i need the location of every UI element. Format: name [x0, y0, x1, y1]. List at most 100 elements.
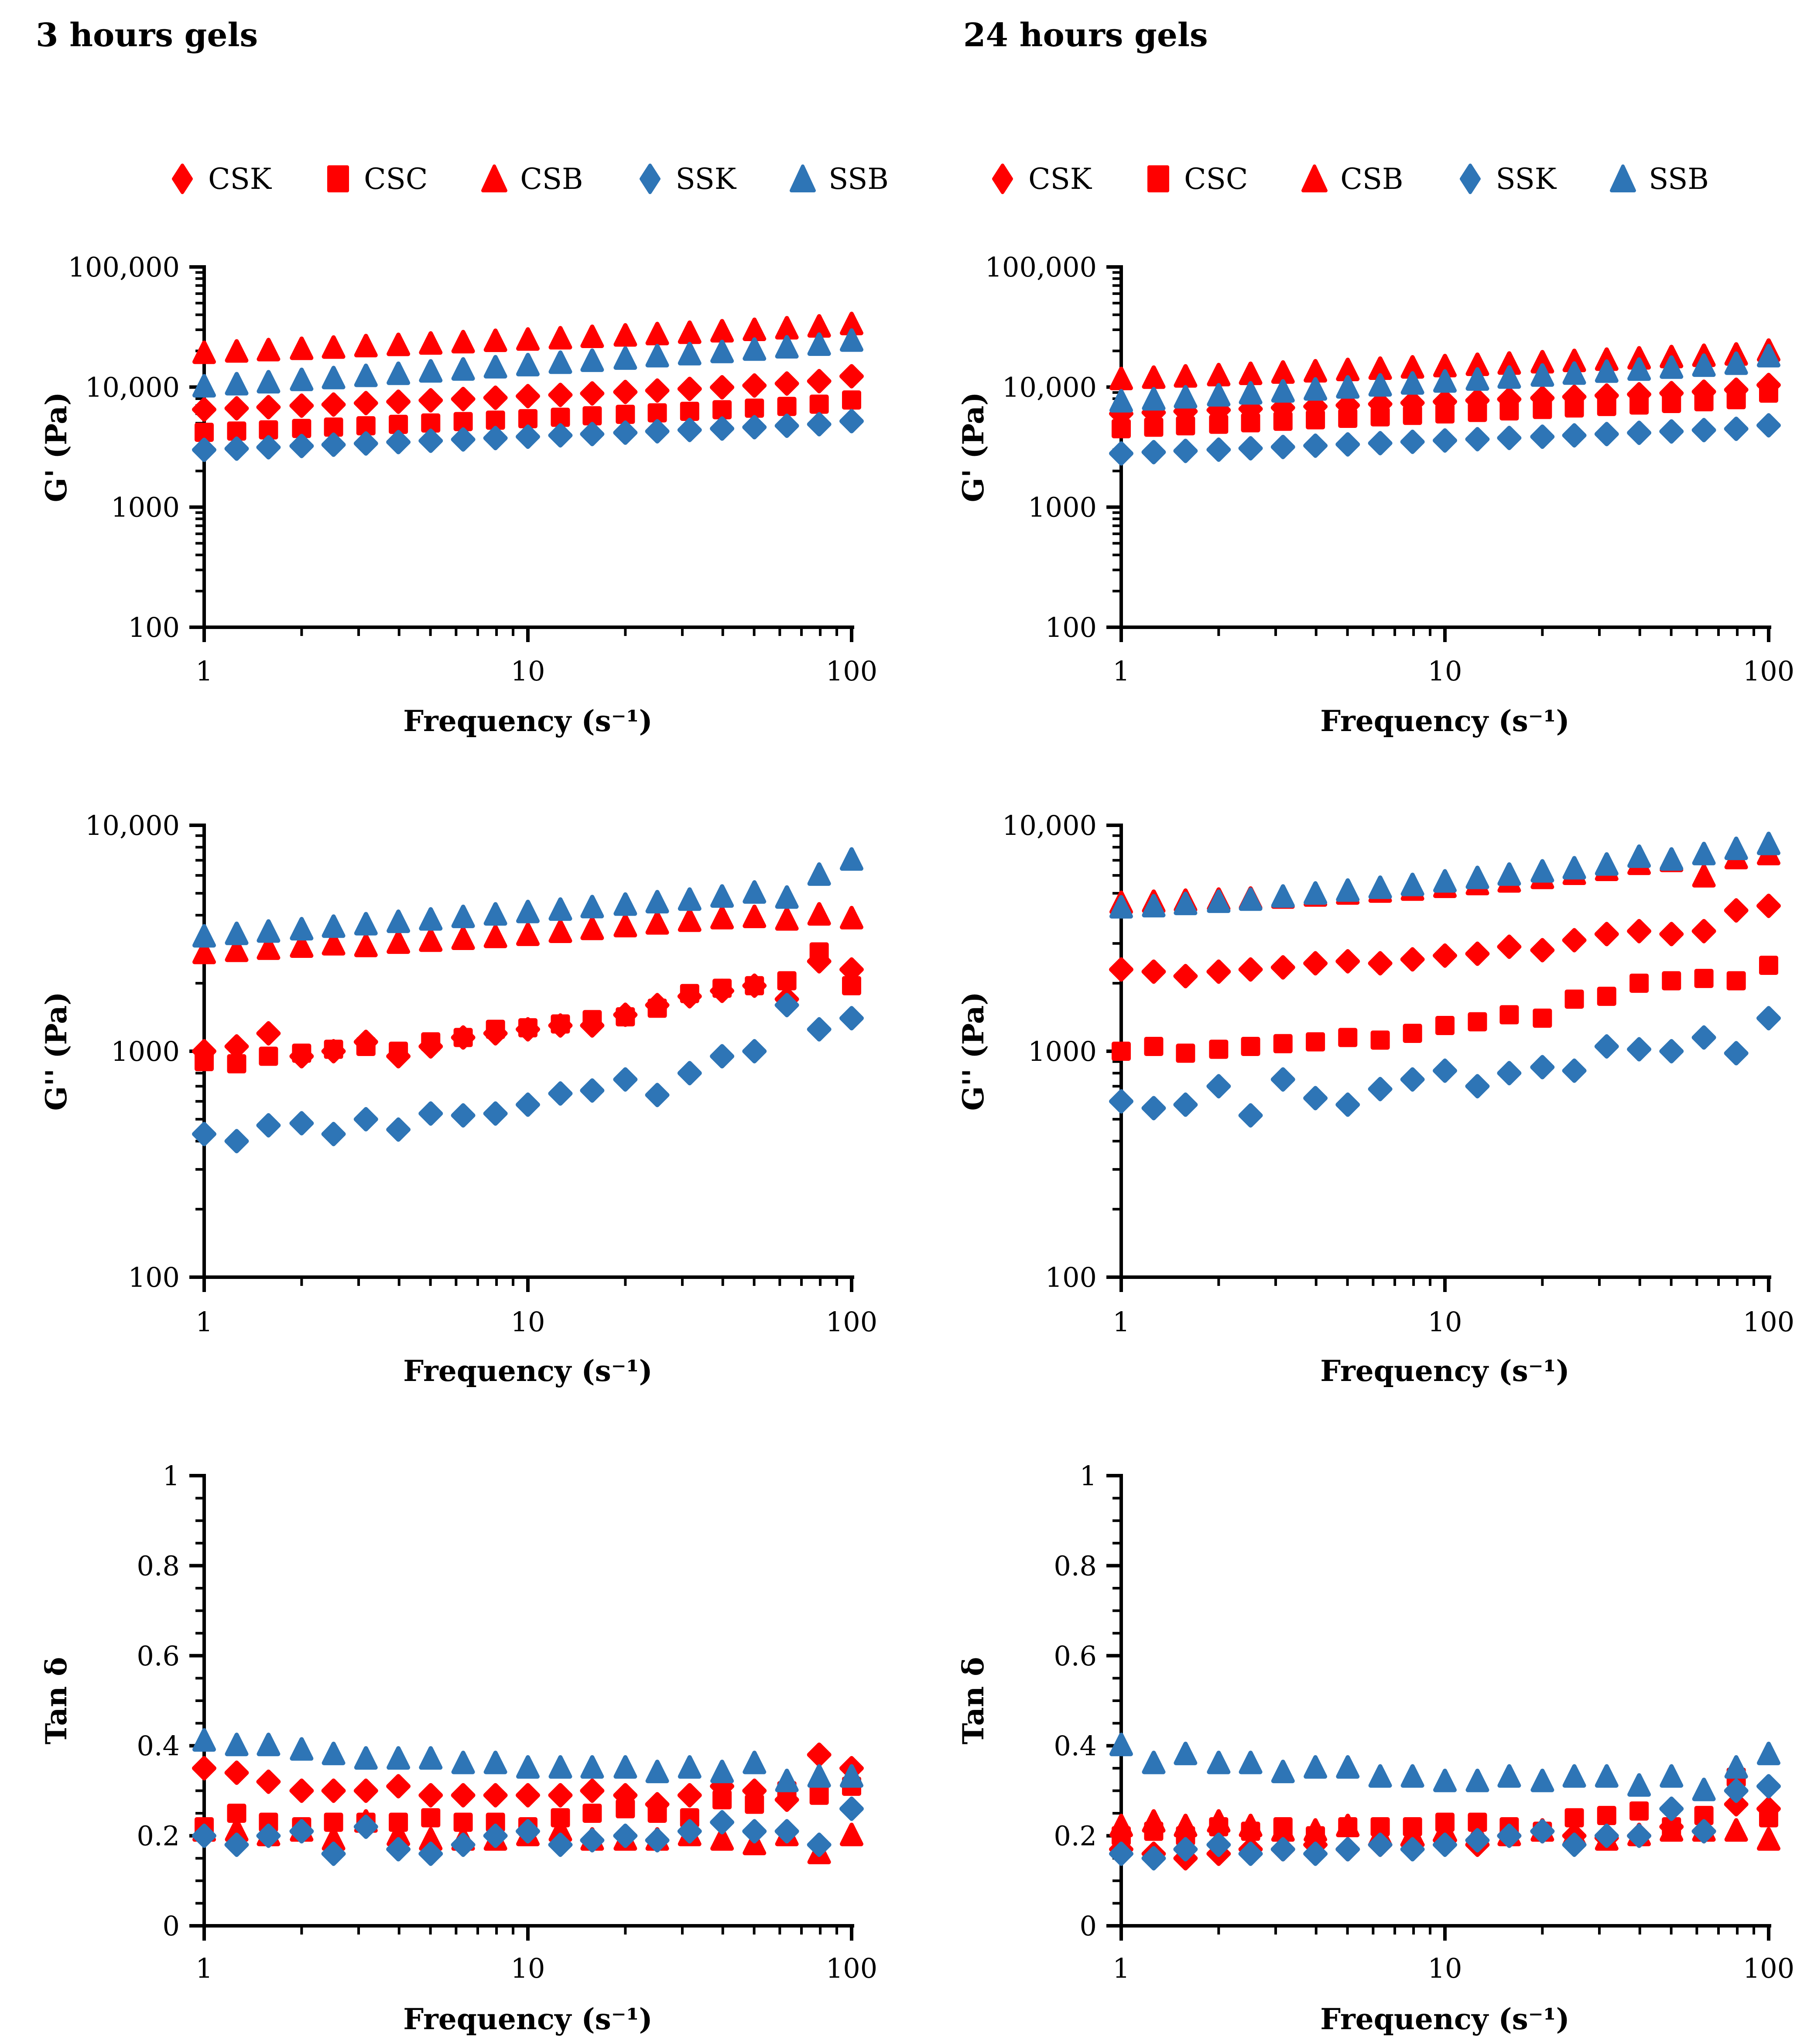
data-point [1304, 1818, 1328, 1842]
data-point [419, 1746, 443, 1770]
data-point [224, 1832, 249, 1857]
x-axis-title: Frequency (s⁻¹) [1320, 1354, 1569, 1388]
y-axis-title: G'' (Pa) [39, 992, 73, 1111]
data-point [518, 1018, 537, 1038]
csb-marker-icon [1301, 164, 1328, 192]
data-point [1174, 364, 1198, 388]
x-tick-label: 100 [826, 655, 877, 687]
data-point [842, 976, 861, 995]
data-point [1691, 418, 1716, 443]
data-point [1724, 1041, 1749, 1066]
data-point [677, 376, 702, 401]
data-point [387, 930, 411, 954]
csk-diamond-icon [992, 164, 1013, 194]
data-point [1142, 1750, 1166, 1774]
data-point [353, 391, 378, 416]
data-point [259, 1046, 278, 1066]
data-point [451, 1832, 476, 1857]
data-point [225, 339, 249, 363]
data-point [321, 1778, 346, 1803]
data-point [1694, 392, 1714, 411]
data-point [743, 880, 767, 904]
data-point [353, 1814, 378, 1839]
data-point [483, 355, 507, 379]
data-point [809, 942, 829, 962]
data-point [712, 1790, 732, 1810]
data-point [1594, 422, 1619, 447]
data-point [742, 373, 767, 398]
data-point [710, 416, 735, 441]
x-tick-label: 1 [195, 655, 212, 687]
data-point [1595, 1764, 1619, 1788]
data-point [290, 917, 314, 941]
data-point [745, 1794, 764, 1814]
data-point [1530, 424, 1555, 449]
data-point [227, 1054, 246, 1073]
chart-g-prime-3h: 100 1000 10,000 100,000 1 10 100 G' (Pa) Frequen… [39, 251, 877, 738]
data-point [645, 1083, 670, 1107]
data-point [321, 1121, 346, 1146]
data-point [548, 919, 572, 943]
data-point [580, 1778, 605, 1803]
data-point [1368, 1077, 1393, 1101]
x-tick-labels: 1 10 100 [195, 1306, 877, 1338]
data-point [257, 370, 281, 394]
data-point [677, 1061, 702, 1086]
data-point [777, 396, 797, 416]
data-point [419, 331, 443, 355]
series-CSB [192, 902, 863, 964]
data-point [580, 1828, 605, 1853]
data-point [582, 1804, 602, 1823]
data-point [1306, 410, 1325, 430]
data-point [1497, 425, 1522, 450]
data-point [1270, 955, 1295, 980]
data-point [353, 431, 378, 456]
data-point [1659, 419, 1684, 444]
data-point [257, 1733, 281, 1757]
data-point [516, 424, 540, 449]
data-point [645, 911, 669, 935]
x-tick-label: 10 [1428, 1952, 1462, 1984]
data-point [743, 1750, 767, 1774]
left-column-title: 3 hours gels [36, 17, 258, 54]
data-point [548, 1081, 573, 1106]
data-point [580, 348, 604, 372]
data-point [192, 1121, 216, 1146]
y-tick-label: 0.8 [137, 1550, 180, 1582]
data-point [678, 342, 702, 366]
data-point [1562, 1832, 1587, 1857]
data-point [256, 435, 281, 460]
data-point [1629, 395, 1649, 415]
x-tick-label: 1 [1112, 655, 1130, 687]
data-point [1433, 1832, 1457, 1857]
data-point [1144, 417, 1164, 437]
ssb-marker-icon [790, 164, 816, 192]
data-point [1465, 367, 1489, 391]
data-point [647, 998, 667, 1018]
data-point [192, 1823, 216, 1848]
data-point [1238, 1841, 1263, 1866]
data-point [1238, 1103, 1263, 1128]
data-point [1691, 919, 1716, 943]
data-point [483, 426, 508, 451]
data-point [645, 1828, 670, 1853]
data-point [354, 933, 378, 957]
data-point [259, 420, 278, 440]
data-point [1209, 414, 1229, 434]
data-point [290, 934, 314, 958]
y-tick-labels: 100 1000 10,000 [1002, 810, 1097, 1293]
data-point [548, 383, 573, 407]
data-point [842, 390, 861, 410]
data-point [1433, 369, 1457, 393]
data-point [1530, 938, 1555, 963]
data-point [256, 1021, 281, 1046]
data-point [613, 892, 637, 916]
data-point [451, 904, 475, 928]
data-point [1662, 971, 1681, 991]
data-point [1141, 1846, 1166, 1871]
y-axis-title: G'' (Pa) [956, 992, 990, 1111]
data-point [195, 1052, 214, 1071]
data-point [1435, 1015, 1455, 1035]
series-SSB [1109, 831, 1780, 919]
data-point [1562, 928, 1587, 953]
